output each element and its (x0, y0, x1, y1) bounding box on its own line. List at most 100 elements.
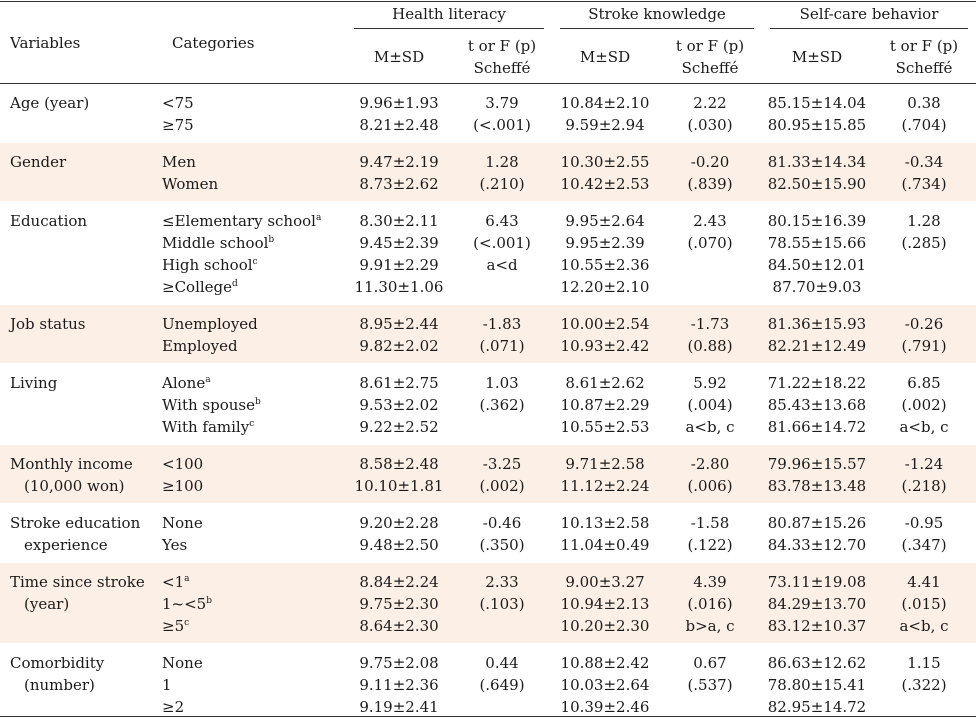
cell-line: (.362) (452, 394, 552, 416)
cell-text: 1 (162, 676, 172, 694)
cell-line: ≤Elementary schoola (162, 210, 346, 232)
cell-text: ≥100 (162, 477, 204, 495)
cell-line: 2.43 (658, 210, 762, 232)
category-cell: Alonea With spouseb With familyc (162, 363, 346, 445)
cell-line: 10.55±2.53 (552, 416, 658, 438)
cell-text: 79.96±15.57 (767, 455, 867, 473)
health-literacy-msd-cell: 8.30±2.11 9.45±2.39 9.91±2.29 11.30±1.06 (346, 201, 452, 305)
cell-line: (.016) (658, 593, 762, 615)
cell-line: 1.28 (452, 151, 552, 173)
cell-text: -0.46 (482, 514, 522, 532)
cell-line: Women (162, 173, 346, 195)
self-care-msd-cell: 81.33±14.34 82.50±15.90 (762, 142, 872, 202)
cell-text: 5.92 (693, 374, 727, 392)
cell-text: (.210) (479, 175, 525, 193)
category-cell: None 1 ≥2 (162, 643, 346, 725)
cell-line: 11.12±2.24 (552, 475, 658, 497)
cell-line: 3.79 (452, 92, 552, 114)
cell-text: With spouse (162, 396, 255, 414)
cell-line: (.322) (872, 674, 976, 696)
cell-text: 10.10±1.81 (354, 477, 444, 495)
cell-text: 9.11±2.36 (359, 676, 439, 694)
stroke-knowledge-test-cell: 5.92 (.004) a<b, c (658, 363, 762, 445)
cell-text: 9.75±2.30 (359, 595, 439, 613)
cell-line: 9.00±3.27 (552, 571, 658, 593)
cell-line: 73.11±19.08 (762, 571, 872, 593)
cell-line: 82.50±15.90 (762, 173, 872, 195)
cell-text: 9.71±2.58 (565, 455, 645, 473)
cell-text: Age (year) (10, 94, 90, 112)
cell-text: (.071) (479, 337, 525, 355)
cell-line: 9.75±2.08 (346, 652, 452, 674)
cell-line: (.002) (872, 394, 976, 416)
health-literacy-test-cell: 6.43 (<.001) a<d (452, 201, 552, 305)
cell-line: 79.96±15.57 (762, 453, 872, 475)
variable-cell: Gender (0, 142, 162, 202)
health-literacy-msd-cell: 8.95±2.44 9.82±2.02 (346, 304, 452, 364)
stroke-knowledge-test-cell: 2.22 (.030) (658, 83, 762, 143)
cell-line: 8.95±2.44 (346, 313, 452, 335)
cell-text: 10.55±2.36 (560, 256, 650, 274)
cell-text: 0.44 (485, 654, 519, 672)
variable-cell: Stroke education experience (0, 503, 162, 563)
category-cell: Men Women (162, 142, 346, 202)
cell-text: 83.78±13.48 (767, 477, 867, 495)
cell-text: -1.83 (482, 315, 522, 333)
category-superscript: c (252, 257, 258, 267)
stroke-knowledge-msd-cell: 9.00±3.27 10.94±2.13 10.20±2.30 (552, 562, 658, 644)
self-care-msd-cell: 80.87±15.26 84.33±12.70 (762, 503, 872, 563)
header-test-line1: t or F (p) (675, 37, 745, 55)
cell-text: 8.61±2.62 (565, 374, 645, 392)
cell-text: <75 (162, 94, 194, 112)
stroke-knowledge-msd-cell: 10.84±2.10 9.59±2.94 (552, 83, 658, 143)
cell-text: (10,000 won) (24, 477, 125, 495)
cell-text: 10.94±2.13 (560, 595, 650, 613)
cell-line: (.704) (872, 114, 976, 136)
category-superscript: a (184, 574, 190, 584)
cell-text: 87.70±9.03 (772, 278, 862, 296)
cell-line: 9.53±2.02 (346, 394, 452, 416)
self-care-test-cell: -1.24 (.218) (872, 444, 976, 504)
cell-line: 10.84±2.10 (552, 92, 658, 114)
cell-text: Gender (10, 153, 67, 171)
cell-line: 0.44 (452, 652, 552, 674)
table-row: Comorbidity (number) None 1 ≥2 9.75±2.08 9.11±… (0, 643, 976, 725)
cell-text: Men (162, 153, 196, 171)
cell-text: 1.15 (907, 654, 941, 672)
cell-text: 8.73±2.62 (359, 175, 439, 193)
cell-text: <1 (162, 573, 185, 591)
cell-line: Yes (162, 534, 346, 556)
cell-text: (.002) (479, 477, 525, 495)
cell-line: 81.33±14.34 (762, 151, 872, 173)
variable-cell: Comorbidity (number) (0, 643, 162, 725)
stroke-knowledge-msd-cell: 10.88±2.42 10.03±2.64 10.39±2.46 (552, 643, 658, 725)
cell-line: (number) (10, 674, 162, 696)
stroke-knowledge-msd-cell: 10.30±2.55 10.42±2.53 (552, 142, 658, 202)
cell-line: (.350) (452, 534, 552, 556)
cell-line: 81.36±15.93 (762, 313, 872, 335)
health-literacy-msd-cell: 9.47±2.19 8.73±2.62 (346, 142, 452, 202)
cell-text: 3.79 (485, 94, 519, 112)
cell-line: None (162, 512, 346, 534)
self-care-msd-cell: 80.15±16.39 78.55±15.66 84.50±12.01 87.70±9… (762, 201, 872, 305)
cell-line: 10.93±2.42 (552, 335, 658, 357)
cell-line: With familyc (162, 416, 346, 438)
category-superscript: b (268, 235, 275, 245)
cell-text: -0.20 (690, 153, 730, 171)
category-cell: <100 ≥100 (162, 444, 346, 504)
cell-text: (.791) (901, 337, 947, 355)
cell-text: Yes (162, 536, 188, 554)
category-cell: ≤Elementary schoola Middle schoolb High sc… (162, 201, 346, 305)
cell-line: -1.58 (658, 512, 762, 534)
cell-line: -0.46 (452, 512, 552, 534)
cell-line: -3.25 (452, 453, 552, 475)
self-care-test-cell: -0.26 (.791) (872, 304, 976, 364)
health-literacy-test-cell: -0.46 (.350) (452, 503, 552, 563)
cell-text: 11.12±2.24 (560, 477, 650, 495)
cell-line: (.002) (452, 475, 552, 497)
cell-text: 84.29±13.70 (767, 595, 867, 613)
category-superscript: d (232, 279, 238, 289)
cell-line: 1.03 (452, 372, 552, 394)
cell-text: 8.95±2.44 (359, 315, 439, 333)
cell-line: (<.001) (452, 232, 552, 254)
